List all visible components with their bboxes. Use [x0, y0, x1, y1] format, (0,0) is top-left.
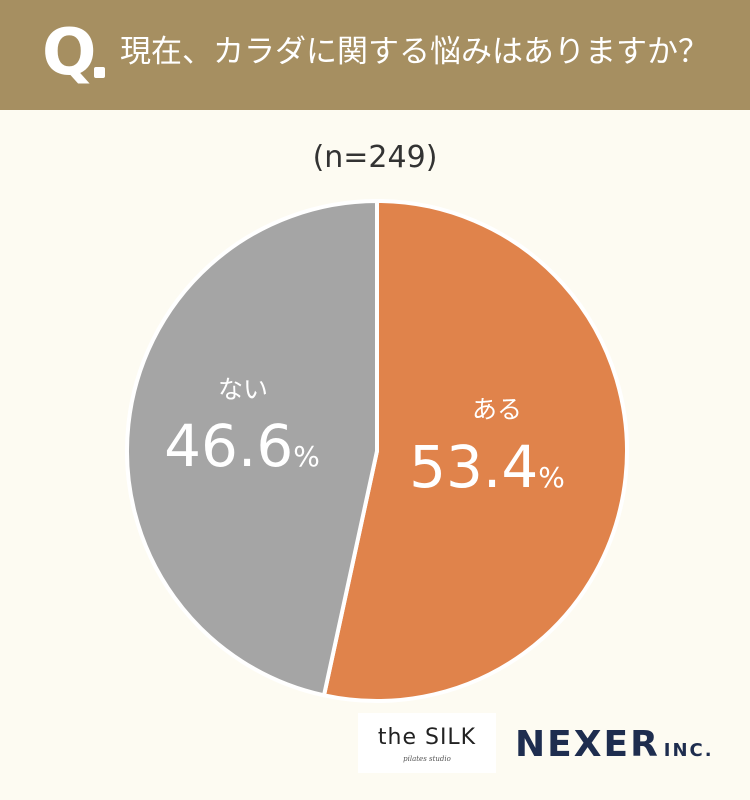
slice-value-aru: 53.4%	[409, 433, 565, 501]
nexer-logo-suffix: INC.	[663, 740, 714, 761]
nexer-logo-text: NEXER	[515, 724, 660, 765]
question-header: Q 現在、カラダに関する悩みはありますか？	[0, 0, 750, 110]
slice-label-aru: ある	[472, 395, 522, 424]
pie-slice-nai	[124, 199, 379, 698]
the-silk-logo: the SILK pilates studio	[358, 713, 496, 773]
slice-label-nai: ない	[218, 375, 268, 404]
pie-slice-aru	[322, 199, 629, 703]
silk-logo-subtext: pilates studio	[403, 755, 451, 763]
nexer-logo: NEXER INC.	[515, 724, 714, 765]
sample-size: (n=249)	[312, 140, 438, 175]
q-dot	[94, 67, 105, 78]
q-mark: Q	[42, 16, 97, 90]
question-text: 現在、カラダに関する悩みはありますか？	[120, 34, 709, 70]
silk-logo-text: the SILK	[377, 725, 477, 750]
slice-value-nai: 46.6%	[164, 412, 320, 480]
